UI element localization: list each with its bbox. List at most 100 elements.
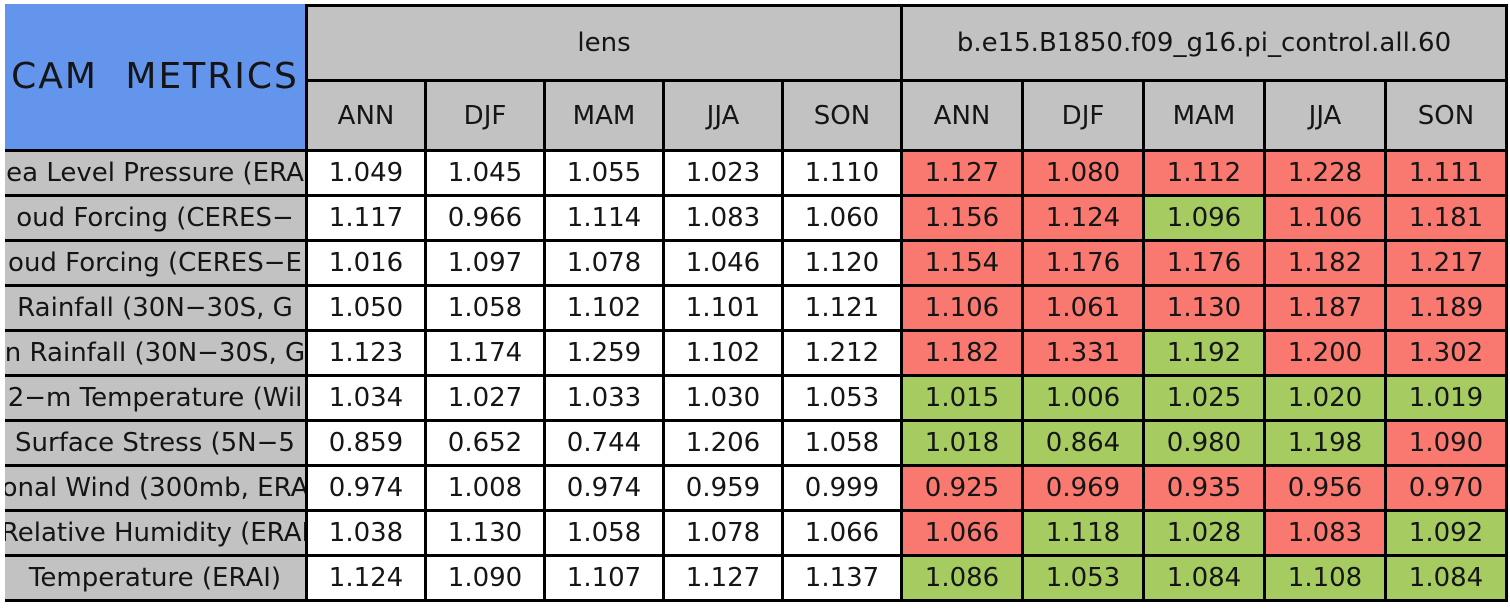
- control-value-cell: 1.084: [1145, 557, 1263, 599]
- lens-value-cell: 1.046: [665, 242, 781, 284]
- lens-value-cell: 1.102: [546, 287, 662, 329]
- control-value-cell: 1.006: [1024, 377, 1142, 419]
- lens-value-cell: 1.174: [427, 332, 543, 374]
- control-value-cell: 1.200: [1266, 332, 1384, 374]
- metric-row-label: Temperature (ERAI): [5, 557, 305, 599]
- control-value-cell: 1.192: [1145, 332, 1263, 374]
- control-value-cell: 1.112: [1145, 152, 1263, 194]
- season-header-control-ann: ANN: [903, 82, 1021, 149]
- control-value-cell: 1.154: [903, 242, 1021, 284]
- lens-value-cell: 1.058: [427, 287, 543, 329]
- control-value-cell: 1.189: [1387, 287, 1505, 329]
- season-header-control-mam: MAM: [1145, 82, 1263, 149]
- lens-value-cell: 1.060: [784, 197, 900, 239]
- lens-value-cell: 0.959: [665, 467, 781, 509]
- metric-row-label: ea Level Pressure (ERA: [5, 152, 305, 194]
- lens-value-cell: 1.078: [665, 512, 781, 554]
- control-value-cell: 1.176: [1024, 242, 1142, 284]
- lens-value-cell: 1.206: [665, 422, 781, 464]
- lens-value-cell: 1.212: [784, 332, 900, 374]
- lens-value-cell: 1.050: [308, 287, 424, 329]
- control-value-cell: 1.182: [903, 332, 1021, 374]
- cam-metrics-table: CAM METRICS lens b.e15.B1850.f09_g16.pi_…: [5, 4, 1508, 602]
- lens-value-cell: 1.058: [546, 512, 662, 554]
- lens-value-cell: 0.974: [308, 467, 424, 509]
- control-value-cell: 0.980: [1145, 422, 1263, 464]
- control-value-cell: 1.015: [903, 377, 1021, 419]
- lens-value-cell: 1.066: [784, 512, 900, 554]
- control-value-cell: 1.124: [1024, 197, 1142, 239]
- lens-value-cell: 1.110: [784, 152, 900, 194]
- control-value-cell: 1.025: [1145, 377, 1263, 419]
- control-value-cell: 1.176: [1145, 242, 1263, 284]
- lens-value-cell: 1.130: [427, 512, 543, 554]
- lens-value-cell: 1.030: [665, 377, 781, 419]
- lens-value-cell: 1.008: [427, 467, 543, 509]
- lens-value-cell: 1.102: [665, 332, 781, 374]
- control-value-cell: 0.935: [1145, 467, 1263, 509]
- metric-row-label: Surface Stress (5N−5: [5, 422, 305, 464]
- lens-value-cell: 0.859: [308, 422, 424, 464]
- lens-value-cell: 1.137: [784, 557, 900, 599]
- control-value-cell: 1.096: [1145, 197, 1263, 239]
- lens-value-cell: 0.652: [427, 422, 543, 464]
- control-value-cell: 1.106: [1266, 197, 1384, 239]
- control-value-cell: 1.118: [1024, 512, 1142, 554]
- metric-row-label: oud Forcing (CERES−: [5, 197, 305, 239]
- control-value-cell: 1.302: [1387, 332, 1505, 374]
- lens-value-cell: 1.034: [308, 377, 424, 419]
- control-value-cell: 0.925: [903, 467, 1021, 509]
- control-value-cell: 1.083: [1266, 512, 1384, 554]
- lens-value-cell: 1.083: [665, 197, 781, 239]
- lens-value-cell: 1.023: [665, 152, 781, 194]
- lens-value-cell: 0.999: [784, 467, 900, 509]
- control-value-cell: 1.156: [903, 197, 1021, 239]
- control-value-cell: 1.181: [1387, 197, 1505, 239]
- lens-value-cell: 1.053: [784, 377, 900, 419]
- season-header-lens-mam: MAM: [546, 82, 662, 149]
- control-value-cell: 1.217: [1387, 242, 1505, 284]
- control-value-cell: 1.111: [1387, 152, 1505, 194]
- control-value-cell: 1.108: [1266, 557, 1384, 599]
- group-header-lens: lens: [308, 7, 900, 79]
- metric-row-label: oud Forcing (CERES−E: [5, 242, 305, 284]
- control-value-cell: 1.086: [903, 557, 1021, 599]
- season-header-lens-ann: ANN: [308, 82, 424, 149]
- lens-value-cell: 0.966: [427, 197, 543, 239]
- season-header-lens-jja: JJA: [665, 82, 781, 149]
- lens-value-cell: 1.033: [546, 377, 662, 419]
- lens-value-cell: 1.107: [546, 557, 662, 599]
- lens-value-cell: 1.121: [784, 287, 900, 329]
- metric-row-label: Rainfall (30N−30S, G: [5, 287, 305, 329]
- control-value-cell: 1.182: [1266, 242, 1384, 284]
- control-value-cell: 1.092: [1387, 512, 1505, 554]
- control-value-cell: 0.864: [1024, 422, 1142, 464]
- lens-value-cell: 1.127: [665, 557, 781, 599]
- lens-value-cell: 1.114: [546, 197, 662, 239]
- control-value-cell: 1.084: [1387, 557, 1505, 599]
- control-value-cell: 1.106: [903, 287, 1021, 329]
- control-value-cell: 1.198: [1266, 422, 1384, 464]
- lens-value-cell: 0.974: [546, 467, 662, 509]
- season-header-control-jja: JJA: [1266, 82, 1384, 149]
- lens-value-cell: 1.058: [784, 422, 900, 464]
- control-value-cell: 1.028: [1145, 512, 1263, 554]
- control-value-cell: 1.331: [1024, 332, 1142, 374]
- control-value-cell: 1.090: [1387, 422, 1505, 464]
- lens-value-cell: 1.124: [308, 557, 424, 599]
- group-header-control-run: b.e15.B1850.f09_g16.pi_control.all.60: [903, 7, 1505, 79]
- lens-value-cell: 1.101: [665, 287, 781, 329]
- season-header-control-son: SON: [1387, 82, 1505, 149]
- lens-value-cell: 1.016: [308, 242, 424, 284]
- control-value-cell: 0.970: [1387, 467, 1505, 509]
- control-value-cell: 1.127: [903, 152, 1021, 194]
- control-value-cell: 1.187: [1266, 287, 1384, 329]
- control-value-cell: 1.019: [1387, 377, 1505, 419]
- control-value-cell: 1.066: [903, 512, 1021, 554]
- lens-value-cell: 1.027: [427, 377, 543, 419]
- metric-row-label: onal Wind (300mb, ERA: [5, 467, 305, 509]
- lens-value-cell: 0.744: [546, 422, 662, 464]
- control-value-cell: 1.018: [903, 422, 1021, 464]
- lens-value-cell: 1.097: [427, 242, 543, 284]
- lens-value-cell: 1.055: [546, 152, 662, 194]
